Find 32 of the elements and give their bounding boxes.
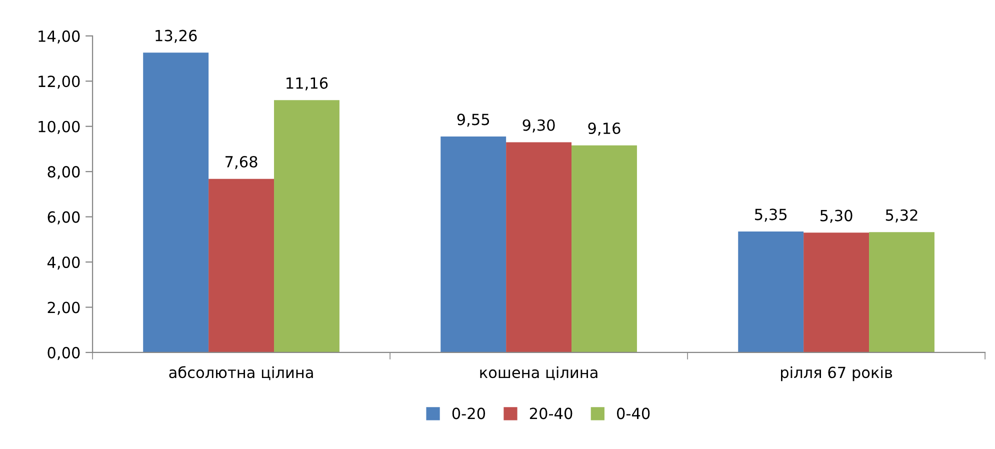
y-tick-label: 10,00 <box>38 120 80 134</box>
y-tick-label: 12,00 <box>38 76 80 89</box>
bar <box>869 232 934 352</box>
data-label: 9,30 <box>522 119 555 132</box>
bar <box>143 52 209 352</box>
y-tick-label: 14,00 <box>38 30 80 44</box>
y-tick-label: 8,00 <box>48 166 80 180</box>
y-tick-label: 2,00 <box>48 302 80 315</box>
data-label: 5,30 <box>820 210 852 223</box>
bar <box>804 232 870 352</box>
bar <box>572 145 637 352</box>
legend-label: 20-40 <box>530 408 572 420</box>
y-tick-label: 4,00 <box>47 256 80 270</box>
bar <box>738 232 804 352</box>
legend-label: 0-40 <box>616 408 650 420</box>
x-tick-label: абсолютна цілина <box>169 366 313 380</box>
x-tick-label: кошена цілина <box>480 366 598 380</box>
data-label: 13,26 <box>156 30 197 43</box>
bar <box>506 142 572 352</box>
y-tick-label: 0,00 <box>48 346 80 360</box>
data-label: 5,35 <box>755 208 787 222</box>
data-label: 9,16 <box>588 122 620 136</box>
legend-label: 0-20 <box>452 408 486 420</box>
data-label: 11,16 <box>286 77 328 90</box>
data-label: 7,68 <box>226 156 258 170</box>
data-label: 5,32 <box>886 209 918 222</box>
bar <box>208 178 274 352</box>
bar <box>440 136 506 352</box>
y-tick-label: 6,00 <box>48 211 80 224</box>
x-tick-label: рілля 67 років <box>781 366 892 382</box>
bar <box>274 100 340 352</box>
data-label: 9,55 <box>457 114 490 127</box>
